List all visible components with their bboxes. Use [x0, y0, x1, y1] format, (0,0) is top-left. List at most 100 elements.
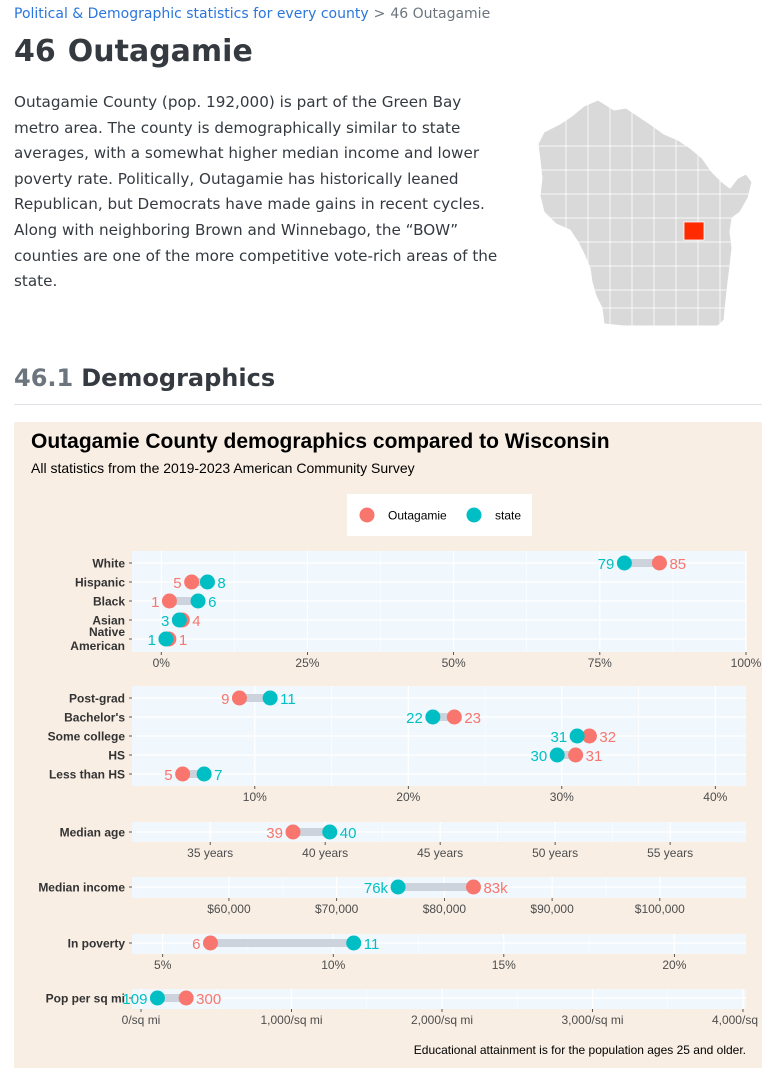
breadcrumb-parent-link[interactable]: Political & Demographic statistics for e…	[14, 6, 369, 22]
county-value-label-income: 83k	[483, 880, 508, 897]
county-value-label-education: 5	[164, 767, 172, 784]
x-tick-label-education: 20%	[396, 790, 420, 804]
x-tick-label-density: 4,000/sq mi	[712, 1013, 762, 1027]
x-tick-label-density: 2,000/sq mi	[411, 1013, 473, 1027]
x-tick-label-poverty: 10%	[321, 958, 345, 972]
x-tick-label-education: 40%	[703, 790, 727, 804]
state-point-race	[158, 632, 173, 647]
county-point-education	[568, 748, 583, 763]
row-label-education: Post-grad	[69, 692, 125, 706]
x-tick-label-race: 0%	[153, 656, 171, 670]
state-point-density	[150, 991, 165, 1006]
x-tick-label-poverty: 20%	[662, 958, 686, 972]
row-label-race: Black	[93, 595, 125, 609]
state-point-age	[322, 825, 337, 840]
county-value-label-age: 39	[266, 825, 283, 842]
state-point-race	[200, 575, 215, 590]
county-value-label-education: 23	[464, 710, 481, 727]
x-tick-label-race: 50%	[442, 656, 466, 670]
county-point-poverty	[203, 936, 218, 951]
x-tick-label-age: 35 years	[187, 846, 233, 860]
row-label-race-line2: American	[70, 639, 125, 653]
x-tick-label-age: 50 years	[532, 846, 578, 860]
row-label-poverty: In poverty	[68, 937, 126, 951]
breadcrumb-separator: >	[374, 6, 386, 22]
legend-label-state: state	[495, 509, 521, 523]
chart-title: Outagamie County demographics compared t…	[31, 430, 610, 453]
county-value-label-race: 4	[192, 613, 200, 630]
x-tick-label-income: $70,000	[315, 902, 359, 916]
x-tick-label-education: 30%	[550, 790, 574, 804]
county-value-label-education: 9	[221, 691, 229, 708]
state-point-race	[172, 613, 187, 628]
legend-swatch-state	[467, 508, 482, 523]
section-title: 46.1 Demographics	[14, 364, 275, 392]
breadcrumb: Political & Demographic statistics for e…	[14, 6, 490, 22]
state-point-income	[391, 880, 406, 895]
x-tick-label-income: $80,000	[423, 902, 467, 916]
x-tick-label-density: 1,000/sq mi	[260, 1013, 322, 1027]
state-value-label-education: 22	[406, 710, 423, 727]
county-value-label-education: 32	[599, 729, 616, 746]
section-title-text: Demographics	[81, 364, 275, 392]
section-divider	[14, 404, 762, 405]
row-label-race-line1: Native	[89, 625, 125, 639]
county-point-education	[232, 691, 247, 706]
county-value-label-race: 85	[669, 556, 686, 573]
state-point-education	[263, 691, 278, 706]
state-point-education	[550, 748, 565, 763]
x-tick-label-income: $90,000	[530, 902, 574, 916]
x-tick-label-income: $100,000	[635, 902, 685, 916]
state-point-race	[617, 556, 632, 571]
outagamie-highlight	[684, 222, 704, 240]
county-point-income	[466, 880, 481, 895]
row-label-education: Some college	[48, 730, 126, 744]
page-title-number: 46	[14, 34, 56, 69]
legend-label-outagamie: Outagamie	[388, 509, 447, 523]
x-tick-label-poverty: 5%	[154, 958, 172, 972]
wisconsin-locator-map	[526, 86, 770, 344]
intro-paragraph: Outagamie County (pop. 192,000) is part …	[14, 90, 504, 295]
row-label-age: Median age	[60, 826, 126, 840]
state-value-label-race: 79	[598, 556, 615, 573]
demographics-chart: Outagamie County demographics compared t…	[14, 422, 762, 1068]
state-value-label-race: 8	[217, 575, 225, 592]
row-label-density: Pop per sq mi	[46, 992, 125, 1006]
state-value-label-poverty: 11	[364, 936, 380, 953]
row-label-education: Bachelor's	[64, 711, 125, 725]
x-tick-label-poverty: 15%	[492, 958, 516, 972]
county-value-label-race: 1	[151, 594, 159, 611]
county-point-race	[162, 594, 177, 609]
state-value-label-race: 6	[208, 594, 216, 611]
state-point-education	[425, 710, 440, 725]
x-tick-label-age: 55 years	[647, 846, 693, 860]
chart-subtitle: All statistics from the 2019-2023 Americ…	[31, 460, 415, 476]
state-value-label-education: 7	[214, 767, 222, 784]
county-value-label-density: 300	[196, 991, 221, 1008]
state-value-label-income: 76k	[364, 880, 389, 897]
state-value-label-education: 11	[280, 691, 296, 708]
state-point-education	[197, 767, 212, 782]
legend-swatch-outagamie	[360, 508, 375, 523]
county-point-race	[652, 556, 667, 571]
state-point-race	[191, 594, 206, 609]
state-point-education	[570, 729, 585, 744]
county-value-label-poverty: 6	[192, 936, 200, 953]
x-tick-label-race: 25%	[295, 656, 319, 670]
county-point-age	[285, 825, 300, 840]
row-label-education: Less than HS	[49, 768, 125, 782]
x-tick-label-density: 3,000/sq mi	[561, 1013, 623, 1027]
state-value-label-age: 40	[340, 825, 357, 842]
x-tick-label-education: 10%	[243, 790, 267, 804]
state-value-label-race: 1	[148, 632, 156, 649]
panel-background-density	[132, 989, 746, 1009]
county-point-density	[179, 991, 194, 1006]
row-label-education: HS	[108, 749, 125, 763]
x-tick-label-race: 75%	[588, 656, 612, 670]
section-number: 46.1	[14, 364, 73, 392]
breadcrumb-current: 46 Outagamie	[390, 6, 490, 22]
row-label-race: Hispanic	[75, 576, 125, 590]
state-value-label-education: 31	[550, 729, 567, 746]
page-title-text: Outagamie	[68, 34, 253, 69]
county-value-label-race: 5	[173, 575, 181, 592]
